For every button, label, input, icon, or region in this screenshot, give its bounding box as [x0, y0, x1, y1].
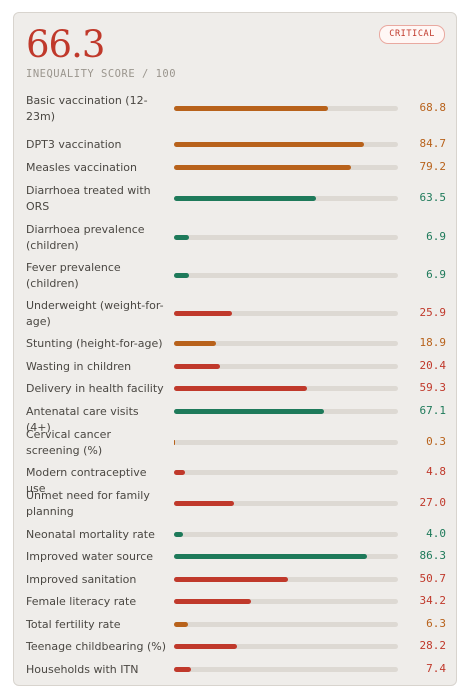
indicator-bar-track: [174, 501, 398, 506]
indicator-bar-track: [174, 440, 398, 445]
indicator-bar: [174, 386, 307, 391]
indicator-bar: [174, 364, 220, 369]
indicator-label: Antenatal care visits (4+): [26, 405, 139, 434]
indicator-value: 18.9: [419, 336, 447, 349]
indicator-bar-track: [174, 196, 398, 201]
indicator-label: Total fertility rate: [26, 618, 121, 631]
indicator-value: 86.3: [419, 549, 447, 562]
indicator-value: 68.8: [419, 101, 447, 114]
indicator-bar: [174, 409, 325, 414]
indicator-bar: [174, 273, 190, 278]
indicator-bar: [174, 440, 175, 445]
indicator-bar-track: [174, 364, 398, 369]
indicator-label: Wasting in children: [26, 360, 132, 373]
indicator-label: Measles vaccination: [26, 161, 137, 174]
indicator-bar: [174, 235, 190, 240]
indicator-label: Stunting (height-for-age): [26, 337, 163, 350]
indicator-value: 7.4: [426, 662, 446, 675]
indicator-bar: [174, 532, 183, 537]
indicator-label: Households with ITN: [26, 663, 139, 676]
indicator-label: Unmet need for family planning: [26, 489, 150, 518]
indicator-bar: [174, 622, 189, 627]
indicator-value: 34.2: [419, 594, 447, 607]
indicator-bar-track: [174, 532, 398, 537]
indicator-bar: [174, 577, 288, 582]
indicator-label: Basic vaccination (12-23m): [26, 94, 148, 123]
indicator-label: Modern contraceptive use: [26, 466, 147, 495]
indicator-value: 79.2: [419, 160, 447, 173]
score-subtitle: INEQUALITY SCORE / 100: [26, 68, 177, 80]
indicator-bar: [174, 341, 217, 346]
indicator-bar: [174, 501, 235, 506]
indicator-bar: [174, 106, 329, 111]
indicator-label: Underweight (weight-for-age): [26, 299, 164, 328]
indicator-bar-track: [174, 142, 398, 147]
indicator-bar-track: [174, 106, 398, 111]
indicator-bar-track: [174, 311, 398, 316]
indicator-bar-track: [174, 386, 398, 391]
indicator-value: 84.7: [419, 137, 447, 150]
indicator-bar: [174, 644, 238, 649]
indicator-bar: [174, 196, 317, 201]
indicator-label: Female literacy rate: [26, 595, 137, 608]
indicator-bar-track: [174, 554, 398, 559]
indicator-value: 4.0: [426, 527, 446, 540]
indicator-label: Diarrhoea prevalence (children): [26, 223, 145, 252]
status-badge: CRITICAL: [379, 25, 445, 44]
indicator-value: 28.2: [419, 639, 447, 652]
indicator-value: 4.8: [426, 465, 446, 478]
inequality-score: 66.3: [26, 23, 105, 66]
indicator-value: 6.9: [426, 230, 446, 243]
indicator-label: Cervical cancer screening (%): [26, 428, 111, 457]
indicator-value: 20.4: [419, 359, 447, 372]
indicator-bar: [174, 667, 191, 672]
indicator-value: 63.5: [419, 191, 447, 204]
indicator-label: Improved sanitation: [26, 573, 137, 586]
indicator-bar: [174, 599, 251, 604]
indicator-value: 0.3: [426, 435, 446, 448]
indicator-label: Fever prevalence (children): [26, 261, 121, 290]
indicator-bar-track: [174, 273, 398, 278]
indicator-bar: [174, 470, 185, 475]
indicator-value: 67.1: [419, 404, 447, 417]
indicator-value: 50.7: [419, 572, 447, 585]
indicator-bar-track: [174, 409, 398, 414]
indicator-bar-chart: Basic vaccination (12-23m) 68.8 DPT3 vacci…: [14, 13, 456, 685]
indicator-bar-track: [174, 165, 398, 170]
indicator-value: 6.9: [426, 268, 446, 281]
indicator-label: Teenage childbearing (%): [26, 640, 167, 653]
indicator-label: Improved water source: [26, 550, 154, 563]
indicator-bar: [174, 165, 352, 170]
inequality-card: 66.3 INEQUALITY SCORE / 100 CRITICAL Bas…: [13, 12, 457, 686]
indicator-bar-track: [174, 644, 398, 649]
indicator-label: Diarrhoea treated with ORS: [26, 184, 151, 213]
indicator-bar: [174, 554, 368, 559]
indicator-bar-track: [174, 470, 398, 475]
indicator-value: 25.9: [419, 306, 447, 319]
indicator-bar-track: [174, 667, 398, 672]
indicator-bar-track: [174, 341, 398, 346]
indicator-bar-track: [174, 622, 398, 627]
indicator-bar: [174, 142, 364, 147]
indicator-label: Neonatal mortality rate: [26, 528, 155, 541]
indicator-bar-track: [174, 235, 398, 240]
indicator-bar-track: [174, 599, 398, 604]
indicator-value: 27.0: [419, 496, 447, 509]
indicator-bar: [174, 311, 233, 316]
indicator-label: Delivery in health facility: [26, 382, 164, 395]
indicator-label: DPT3 vaccination: [26, 138, 122, 151]
indicator-value: 6.3: [426, 617, 446, 630]
indicator-value: 59.3: [419, 381, 447, 394]
indicator-bar-track: [174, 577, 398, 582]
